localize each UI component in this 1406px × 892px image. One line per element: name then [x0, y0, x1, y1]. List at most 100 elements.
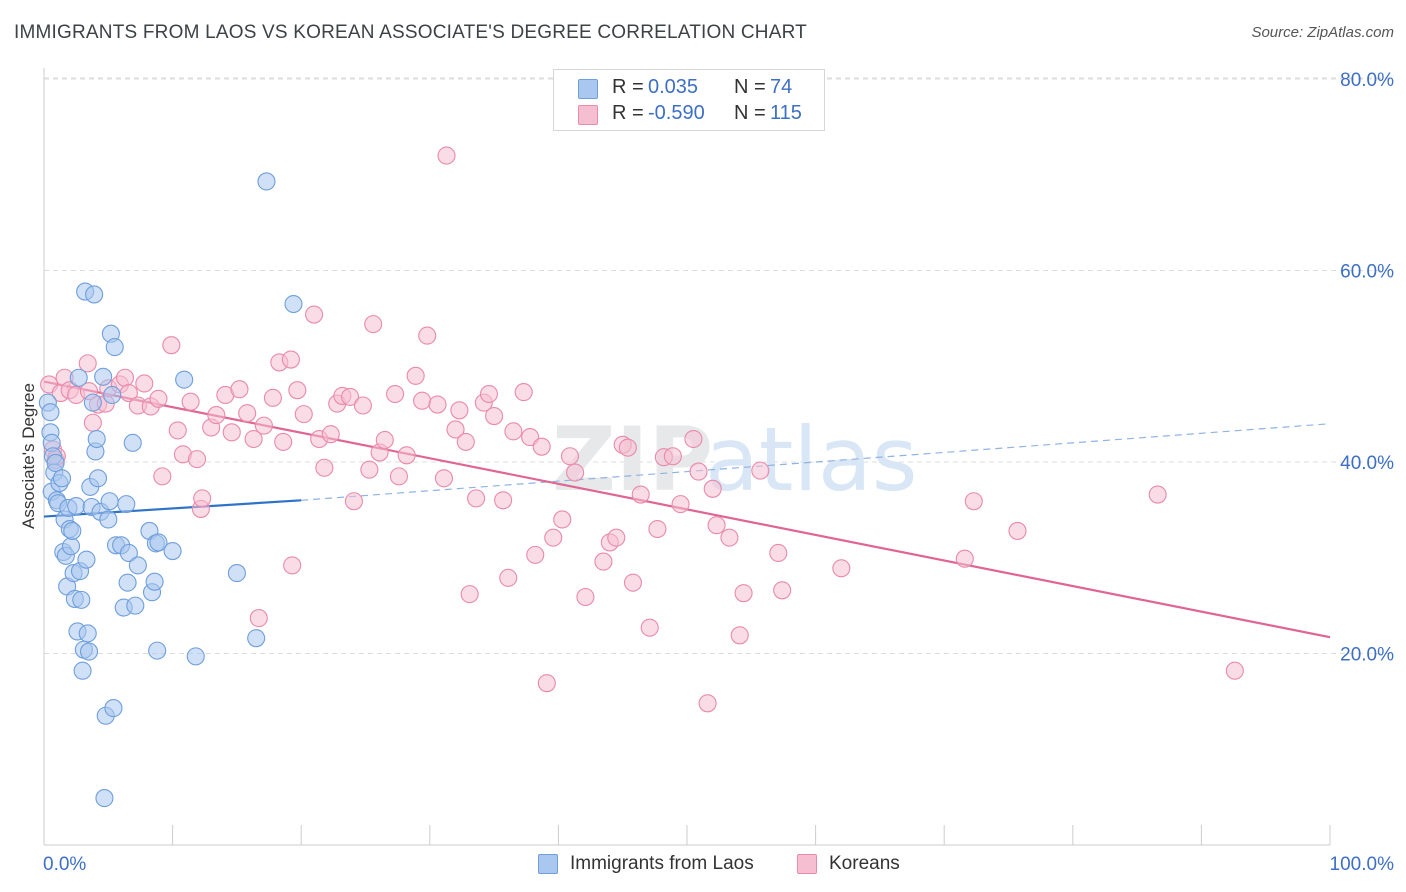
koreans-point [364, 315, 383, 334]
koreans-point [446, 420, 465, 439]
koreans-point [153, 467, 172, 486]
koreans-point [353, 396, 372, 415]
laos-point [52, 469, 72, 488]
r-value: -0.590 [648, 102, 705, 124]
koreans-point [450, 401, 469, 420]
koreans-point [437, 146, 456, 165]
watermark-atlas: atlas [705, 408, 918, 511]
koreans-point [640, 618, 659, 637]
laos-point [103, 385, 122, 405]
koreans-point [321, 425, 340, 444]
koreans-point [1148, 485, 1167, 504]
laos-point [105, 338, 124, 357]
koreans-point [434, 469, 453, 488]
koreans-point [544, 528, 563, 547]
legend-label: Immigrants from Laos [570, 853, 754, 874]
koreans-point [294, 405, 313, 424]
koreans-point [386, 384, 405, 404]
koreans-point [499, 568, 518, 587]
n-value: 115 [770, 102, 802, 124]
laos-point [118, 573, 137, 592]
laos-point [284, 294, 303, 314]
y-tick-label: 60.0% [1340, 262, 1394, 283]
laos-point [148, 641, 167, 660]
n-label: N = [734, 76, 766, 98]
koreans-point [83, 413, 102, 432]
n-label: N = [734, 102, 766, 124]
koreans-point [553, 510, 572, 529]
laos-point [87, 429, 106, 449]
laos-point [104, 699, 123, 718]
grid-lines [44, 77, 1394, 654]
laos-swatch [578, 79, 598, 99]
laos-point [163, 541, 182, 561]
koreans-point [222, 423, 241, 442]
laos-point [247, 629, 266, 648]
koreans-point [288, 381, 307, 400]
y-tick-label: 40.0% [1340, 453, 1394, 474]
laos-point [61, 537, 81, 556]
chart-title: IMMIGRANTS FROM LAOS VS KOREAN ASSOCIATE… [14, 22, 807, 43]
r-label: R = [612, 76, 644, 98]
laos-point [175, 370, 194, 389]
x-tick-label-max: 100.0% [1330, 854, 1395, 875]
laos-trend-line-dashed [301, 423, 1331, 501]
y-tick-label: 80.0% [1340, 70, 1394, 91]
laos-point [186, 647, 205, 666]
laos-point [88, 469, 108, 488]
koreans-point [773, 581, 792, 600]
koreans-point [751, 461, 770, 480]
koreans-point [344, 492, 363, 511]
koreans-point [238, 404, 257, 423]
laos-point [46, 453, 65, 473]
koreans-point [244, 429, 263, 449]
koreans-swatch [578, 105, 598, 125]
laos-point [227, 564, 246, 583]
koreans-point [494, 491, 513, 510]
laos-point [78, 624, 97, 643]
laos-points [38, 172, 303, 808]
koreans-point [707, 516, 726, 535]
koreans-point [594, 552, 613, 571]
laos-point [145, 572, 164, 591]
laos-point [41, 403, 60, 422]
r-label: R = [612, 102, 644, 124]
koreans-point [607, 528, 626, 547]
koreans-point [532, 437, 551, 456]
koreans-point [181, 392, 200, 411]
correlation-legend: R = 0.035 N = 74 R = -0.590 N = 115 [553, 69, 825, 131]
koreans-point [526, 545, 545, 564]
laos-point [257, 172, 276, 191]
koreans-point [460, 585, 479, 604]
koreans-point [263, 388, 282, 407]
koreans-point [397, 446, 416, 465]
koreans-point [1225, 661, 1244, 680]
koreans-point [671, 495, 690, 514]
koreans-point [521, 428, 540, 447]
koreans-point [230, 380, 249, 399]
koreans-point [162, 336, 181, 355]
koreans-point [467, 489, 486, 508]
laos-point [67, 496, 86, 516]
koreans-point [249, 609, 268, 628]
koreans-point [254, 416, 273, 435]
koreans-point [618, 438, 637, 457]
koreans-point [193, 489, 212, 508]
laos-point [100, 492, 119, 511]
koreans-point [514, 383, 533, 402]
laos-point [69, 368, 88, 387]
laos-swatch [538, 854, 558, 874]
laos-point [117, 495, 136, 514]
r-value: 0.035 [648, 76, 699, 98]
laos-point [126, 596, 145, 615]
koreans-point [504, 422, 523, 441]
koreans-point [684, 429, 703, 449]
koreans-point [375, 430, 394, 450]
koreans-point [769, 543, 788, 563]
koreans-point [341, 387, 360, 406]
koreans-point [428, 395, 447, 414]
koreans-point [78, 354, 97, 373]
koreans-point [418, 326, 437, 345]
koreans-point [281, 350, 300, 369]
